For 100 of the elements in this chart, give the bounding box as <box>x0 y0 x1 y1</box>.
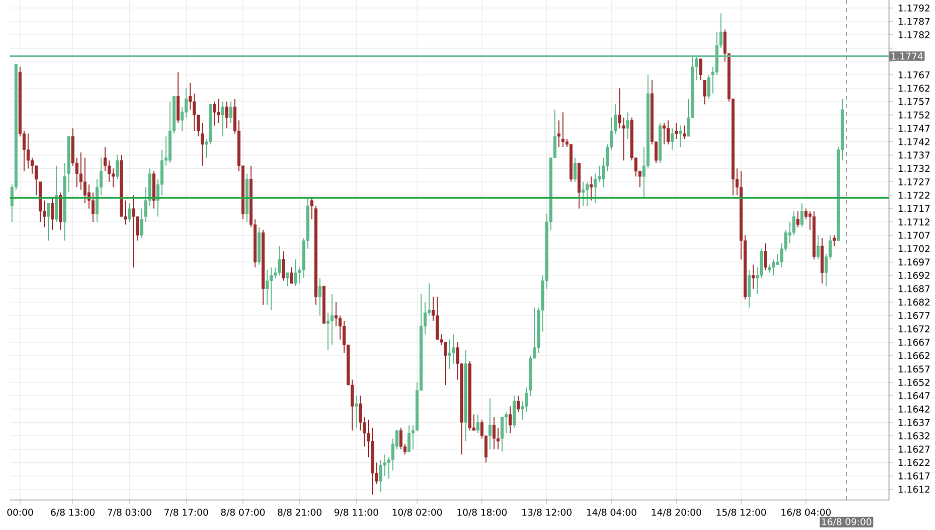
candlestick <box>184 88 188 118</box>
y-tick-label: 1.1632 <box>898 432 930 440</box>
y-tick-label: 1.1687 <box>898 285 930 292</box>
x-tick-label: 14/8 20:00 <box>652 508 702 516</box>
candlestick <box>594 173 597 204</box>
candlestick <box>278 245 281 276</box>
candlestick <box>582 181 585 206</box>
candlestick <box>92 192 95 222</box>
candlestick <box>318 278 322 316</box>
y-tick-label: 1.1787 <box>898 18 930 25</box>
y-tick-label: 1.1677 <box>898 312 930 320</box>
y-tick-label: 1.1652 <box>898 378 930 386</box>
candlestick <box>524 387 528 412</box>
y-tick-label: 1.1627 <box>898 446 930 453</box>
candlestick <box>662 122 666 145</box>
y-tick-label: 1.1682 <box>898 298 930 306</box>
y-tick-label: 1.1717 <box>898 205 930 212</box>
candlestick <box>796 210 800 228</box>
candlestick <box>772 258 776 276</box>
candlestick <box>229 101 232 124</box>
x-tick-label: 16/8 04:00 <box>782 508 831 516</box>
y-tick-label: 1.1737 <box>898 152 930 159</box>
candlestick <box>682 125 686 140</box>
x-tick-label: 15/8 12:00 <box>716 508 766 516</box>
candlestick <box>816 234 820 260</box>
y-tick-label: 1.1667 <box>898 338 930 346</box>
candlestick <box>626 112 630 140</box>
candlestick <box>574 157 577 182</box>
y-tick-label: 1.1647 <box>898 392 930 400</box>
y-tick-label: 1.1697 <box>898 258 930 266</box>
candlestick <box>800 202 804 228</box>
x-tick-label: 10/8 18:00 <box>458 508 507 516</box>
candlestick <box>699 58 702 81</box>
x-tick-label: 14/8 04:00 <box>587 508 636 516</box>
candlestick <box>748 270 751 308</box>
y-tick-label: 1.1732 <box>898 164 930 172</box>
candlestick <box>46 202 50 242</box>
candlestick <box>448 339 452 370</box>
candlestick <box>703 80 706 105</box>
candlestick <box>557 120 560 148</box>
candlestick <box>221 101 224 137</box>
candlestick <box>51 197 54 230</box>
candlestick <box>678 125 682 148</box>
candlestick <box>108 160 111 182</box>
candlestick <box>832 234 836 246</box>
candlestick <box>358 395 362 431</box>
x-tick-label: 7/8 03:00 <box>108 508 152 516</box>
x-tick-label: 16/8 09:00 <box>822 518 872 526</box>
y-tick-label: 1.1612 <box>898 486 930 493</box>
x-tick-label: 10/8 02:00 <box>392 508 442 516</box>
candlestick <box>286 272 290 287</box>
candlestick <box>330 294 334 346</box>
y-tick-label: 1.1672 <box>898 325 930 332</box>
y-tick-label: 1.1642 <box>898 406 930 413</box>
candlestick <box>707 74 710 100</box>
y-tick-label: 1.1757 <box>898 98 930 106</box>
candlestick <box>294 258 298 287</box>
candlestick <box>764 242 767 271</box>
candlestick <box>213 101 216 126</box>
y-tick-label: 1.1767 <box>898 71 930 78</box>
candlestick <box>666 120 670 145</box>
candlestick <box>516 395 520 412</box>
candlestick <box>804 208 808 220</box>
candlestick <box>586 181 589 206</box>
candlestick <box>128 202 132 222</box>
y-tick-label: 1.1702 <box>898 245 930 252</box>
y-tick-label: 1.1747 <box>898 124 930 132</box>
candlestick <box>670 128 674 150</box>
candlestick <box>492 416 496 450</box>
y-tick-label: 1.1622 <box>898 459 930 466</box>
candlestick <box>590 176 593 202</box>
y-tick-label: 1.1662 <box>898 352 930 360</box>
x-tick-label: 6/8 13:00 <box>51 508 95 516</box>
candlestick <box>217 98 220 124</box>
candlestick <box>444 342 447 386</box>
y-tick-label: 1.1762 <box>898 84 930 92</box>
candlestick <box>488 398 492 450</box>
y-tick-label: 1.1692 <box>898 272 930 279</box>
candlestick <box>225 101 228 129</box>
y-tick-label: 1.1742 <box>898 138 930 146</box>
candlestick <box>407 424 411 452</box>
candlestick <box>354 395 358 428</box>
candlestick <box>200 122 204 166</box>
candlestick <box>116 154 119 180</box>
ref-line-label: 1.1774 <box>892 52 923 60</box>
y-tick-label: 1.1707 <box>898 232 930 239</box>
candlestick <box>112 168 115 188</box>
y-tick-label: 1.1727 <box>898 178 930 186</box>
y-tick-label: 1.1782 <box>898 31 930 38</box>
candlestick <box>452 334 456 364</box>
candlestick <box>508 406 512 434</box>
candlestick <box>674 122 678 140</box>
x-tick-label: 7/8 17:00 <box>164 508 208 516</box>
x-tick-label: 00:00 <box>7 508 33 516</box>
y-tick-label: 1.1637 <box>898 418 930 426</box>
candlestick <box>83 157 86 204</box>
y-tick-label: 1.1792 <box>898 4 930 12</box>
candlestick <box>399 427 402 450</box>
x-tick-label: 8/8 07:00 <box>221 508 265 516</box>
y-tick-label: 1.1657 <box>898 365 930 372</box>
